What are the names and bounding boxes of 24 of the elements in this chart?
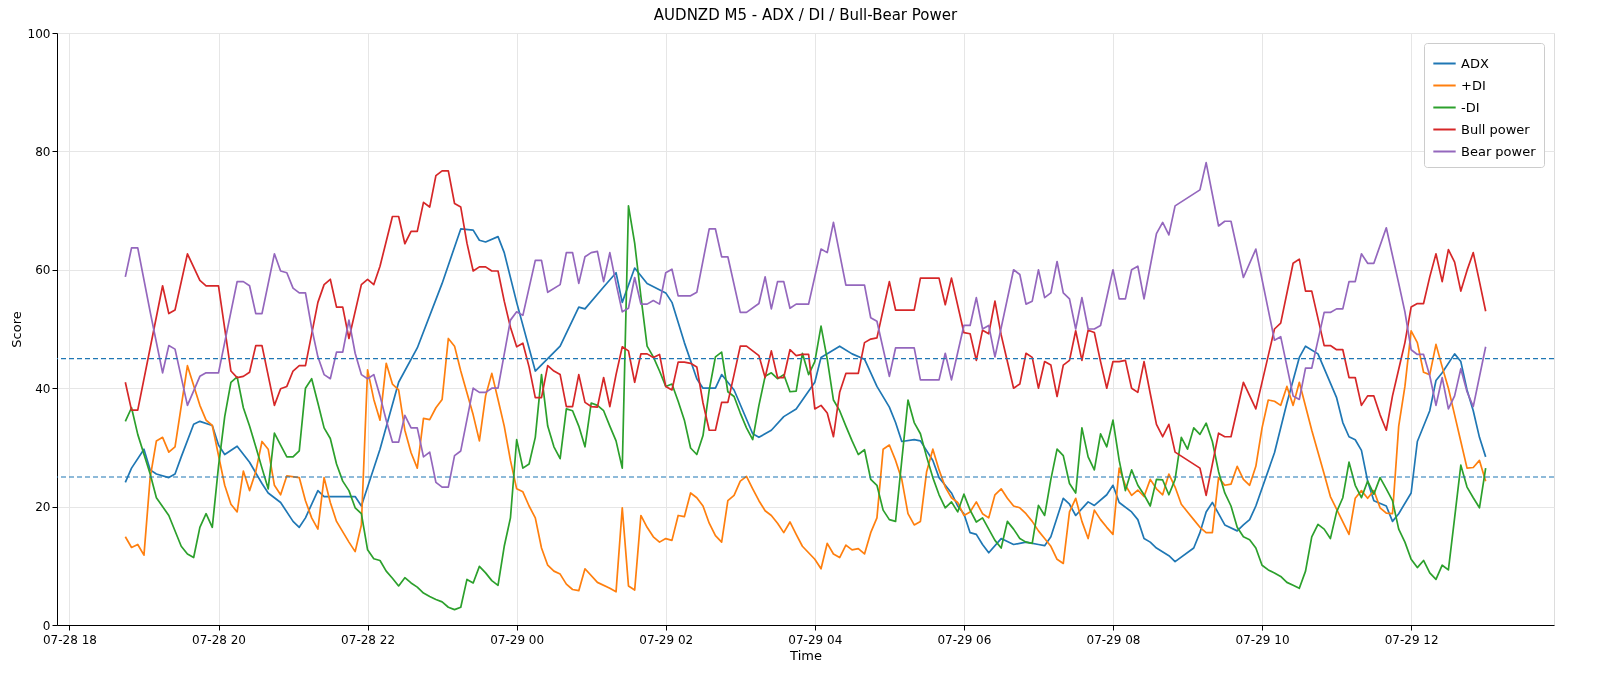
x-tick-label: 07-29 02 <box>639 632 694 647</box>
x-tick-label: 07-28 18 <box>42 632 97 647</box>
x-axis-title: Time <box>789 647 822 663</box>
x-tick-label: 07-29 04 <box>788 632 843 647</box>
legend-label: +DI <box>1461 77 1486 93</box>
y-tick-label: 80 <box>35 144 51 159</box>
y-tick-label: 60 <box>35 263 51 278</box>
x-tick-label: 07-28 22 <box>341 632 396 647</box>
x-tick-label: 07-29 06 <box>937 632 992 647</box>
y-tick-label: 100 <box>27 26 51 41</box>
legend-label: ADX <box>1461 55 1489 71</box>
y-axis-title: Score <box>8 311 24 348</box>
x-tick-label: 07-29 10 <box>1235 632 1290 647</box>
legend-label: -DI <box>1461 99 1480 115</box>
x-tick-label: 07-29 00 <box>490 632 545 647</box>
y-tick-label: 0 <box>42 618 51 633</box>
x-tick-label: 07-28 20 <box>192 632 246 647</box>
y-tick-label: 40 <box>35 381 51 396</box>
legend-label: Bull power <box>1461 121 1531 137</box>
y-tick-label: 20 <box>35 500 51 515</box>
legend-label: Bear power <box>1461 143 1537 159</box>
chart-title: AUDNZD M5 - ADX / DI / Bull-Bear Power <box>653 6 958 24</box>
x-tick-label: 07-29 12 <box>1384 632 1439 647</box>
x-tick-label: 07-29 08 <box>1086 632 1141 647</box>
